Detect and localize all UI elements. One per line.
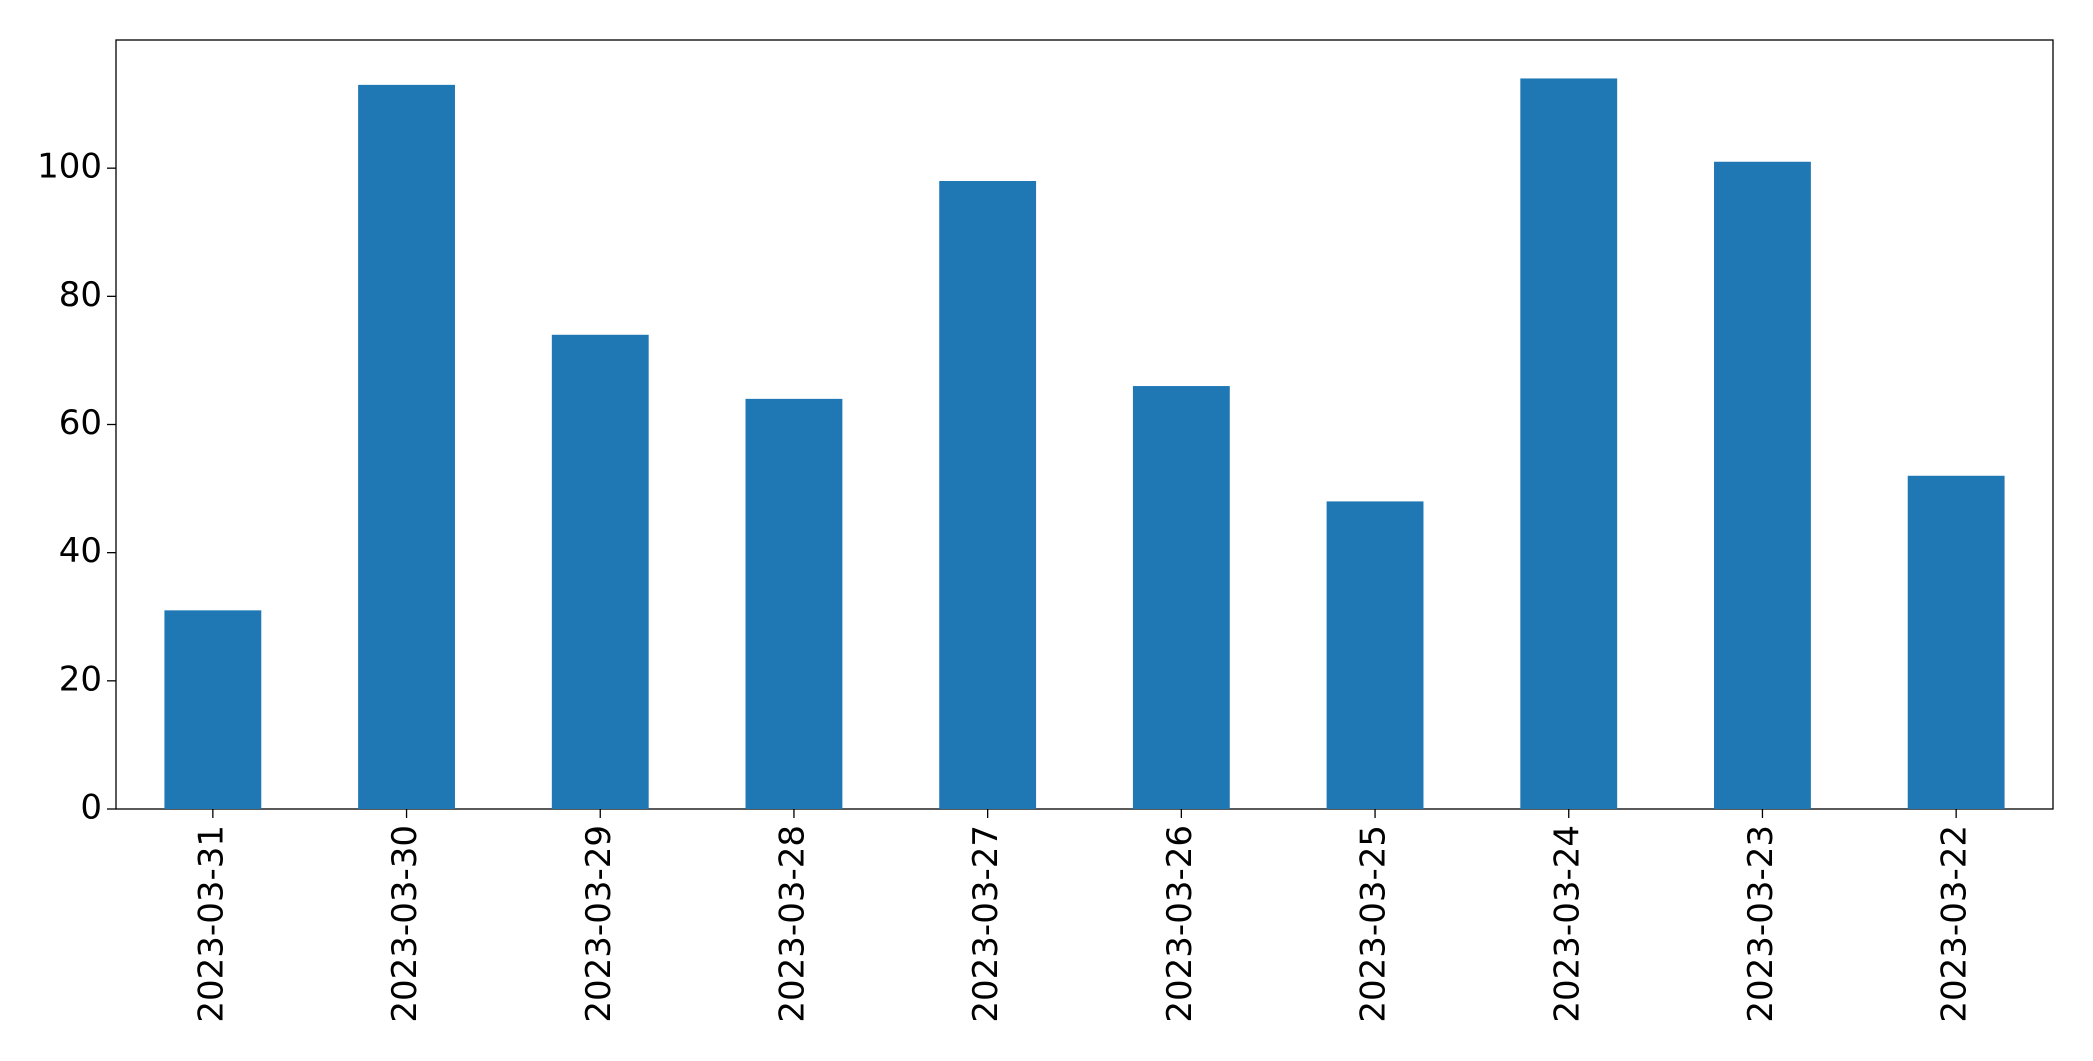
bar — [1520, 78, 1618, 809]
y-tick-label: 100 — [37, 147, 102, 187]
bar — [1714, 161, 1811, 810]
x-tick-label: 2023-03-29 — [579, 825, 619, 1023]
y-tick-label: 80 — [59, 275, 102, 315]
x-tick-label: 2023-03-22 — [1935, 825, 1975, 1023]
y-tick-label: 60 — [59, 403, 102, 443]
x-tick-label: 2023-03-24 — [1547, 825, 1587, 1023]
x-tick-label: 2023-03-26 — [1160, 825, 1200, 1023]
x-tick-label: 2023-03-27 — [966, 825, 1006, 1023]
y-tick-label: 20 — [59, 659, 102, 699]
bar — [1132, 386, 1230, 809]
bar — [551, 334, 649, 809]
bar — [939, 180, 1037, 809]
bar — [1907, 475, 2005, 809]
bar — [358, 84, 455, 809]
y-tick-label: 40 — [59, 531, 102, 571]
x-tick-label: 2023-03-30 — [385, 825, 425, 1023]
x-tick-label: 2023-03-23 — [1741, 825, 1781, 1023]
x-tick-label: 2023-03-28 — [772, 825, 812, 1023]
bar — [1326, 501, 1424, 809]
x-tick-label: 2023-03-31 — [191, 825, 231, 1023]
y-tick-label: 0 — [80, 788, 102, 828]
bar — [745, 398, 843, 809]
bar — [164, 610, 262, 809]
x-tick-label: 2023-03-25 — [1354, 825, 1394, 1023]
